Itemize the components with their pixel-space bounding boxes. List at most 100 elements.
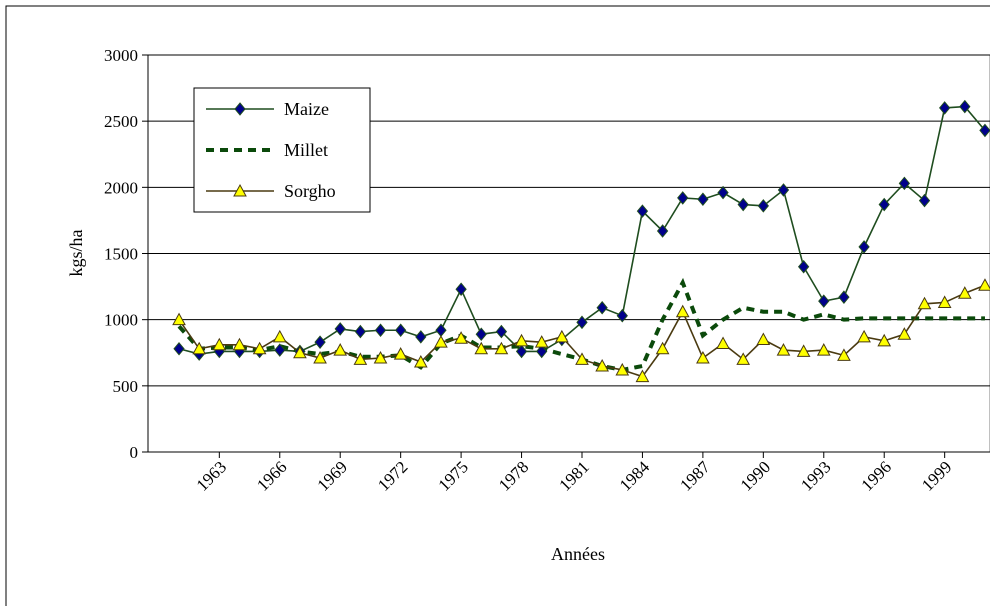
point	[293, 345, 307, 359]
point	[675, 304, 690, 318]
point	[797, 259, 810, 274]
point	[393, 347, 408, 360]
x-tick-label: 1999	[918, 457, 955, 494]
point	[635, 369, 650, 383]
y-tick-label: 2500	[104, 112, 138, 131]
point	[274, 343, 286, 357]
point	[978, 278, 990, 291]
point	[837, 348, 851, 361]
point	[616, 308, 628, 323]
point	[232, 337, 247, 351]
point	[515, 344, 528, 359]
point	[454, 331, 468, 344]
point	[455, 282, 467, 297]
point	[313, 350, 327, 364]
legend-label: Maize	[284, 99, 329, 119]
point	[656, 224, 669, 238]
point	[677, 191, 689, 205]
point	[374, 323, 387, 338]
point	[937, 295, 952, 308]
legend-label: Millet	[284, 140, 328, 160]
point	[736, 352, 751, 365]
legend-marker	[233, 183, 247, 197]
point	[757, 199, 769, 213]
point	[494, 341, 509, 355]
point	[534, 335, 549, 348]
point	[373, 350, 388, 364]
point	[596, 300, 608, 315]
x-tick-label: 1987	[676, 457, 714, 495]
x-tick-label: 1969	[314, 457, 351, 494]
point	[192, 341, 207, 355]
frame	[5, 5, 990, 606]
x-tick-label: 1972	[374, 457, 411, 494]
point	[272, 329, 287, 343]
y-tick-label: 2000	[104, 178, 138, 197]
point	[172, 312, 186, 326]
x-axis-label: Années	[551, 544, 605, 564]
point	[878, 197, 890, 212]
point	[252, 341, 267, 355]
point	[959, 99, 971, 114]
x-tick-label: 1963	[193, 457, 230, 494]
legend-label: Sorgho	[284, 181, 336, 201]
point	[536, 344, 548, 359]
x-tick-label: 1996	[858, 457, 895, 494]
x-tick-label: 1984	[616, 457, 654, 495]
point	[595, 358, 609, 372]
point	[576, 315, 588, 330]
point	[979, 123, 990, 138]
point	[796, 344, 811, 357]
point	[858, 240, 870, 254]
point	[353, 352, 368, 365]
point	[777, 183, 790, 197]
y-tick-label: 0	[130, 443, 139, 462]
point	[395, 323, 407, 338]
point	[314, 335, 326, 349]
point	[415, 330, 427, 344]
x-tick-label: 1981	[555, 457, 592, 494]
point	[435, 323, 447, 338]
point	[514, 333, 529, 347]
point	[838, 290, 850, 304]
point	[898, 176, 911, 191]
point	[957, 286, 972, 299]
x-tick-label: 1966	[253, 457, 290, 494]
point	[575, 352, 589, 365]
point	[776, 343, 791, 356]
point	[334, 322, 346, 336]
point	[655, 341, 670, 355]
point	[354, 324, 367, 339]
y-axis-label: kgs/ha	[66, 229, 86, 276]
legend-marker	[234, 102, 246, 116]
point	[555, 329, 569, 343]
point	[434, 335, 448, 348]
point	[918, 193, 931, 208]
point	[737, 197, 749, 212]
point	[475, 327, 487, 342]
point	[816, 343, 831, 356]
x-tick-label: 1978	[495, 457, 532, 494]
point	[857, 329, 871, 343]
point	[212, 337, 227, 351]
point	[413, 354, 428, 368]
x-tick-label: 1990	[737, 457, 774, 494]
point	[696, 350, 710, 364]
point	[333, 343, 348, 356]
point	[173, 341, 185, 356]
y-tick-label: 500	[113, 377, 139, 396]
y-tick-label: 3000	[104, 46, 138, 65]
point	[897, 327, 912, 340]
point	[818, 294, 830, 308]
point	[495, 324, 508, 339]
point	[697, 192, 709, 207]
point	[717, 185, 729, 200]
point	[474, 341, 489, 355]
y-tick-label: 1000	[104, 311, 138, 330]
point	[877, 333, 892, 347]
point	[716, 336, 730, 349]
x-tick-label: 1993	[797, 457, 834, 494]
y-tick-label: 1500	[104, 245, 138, 264]
